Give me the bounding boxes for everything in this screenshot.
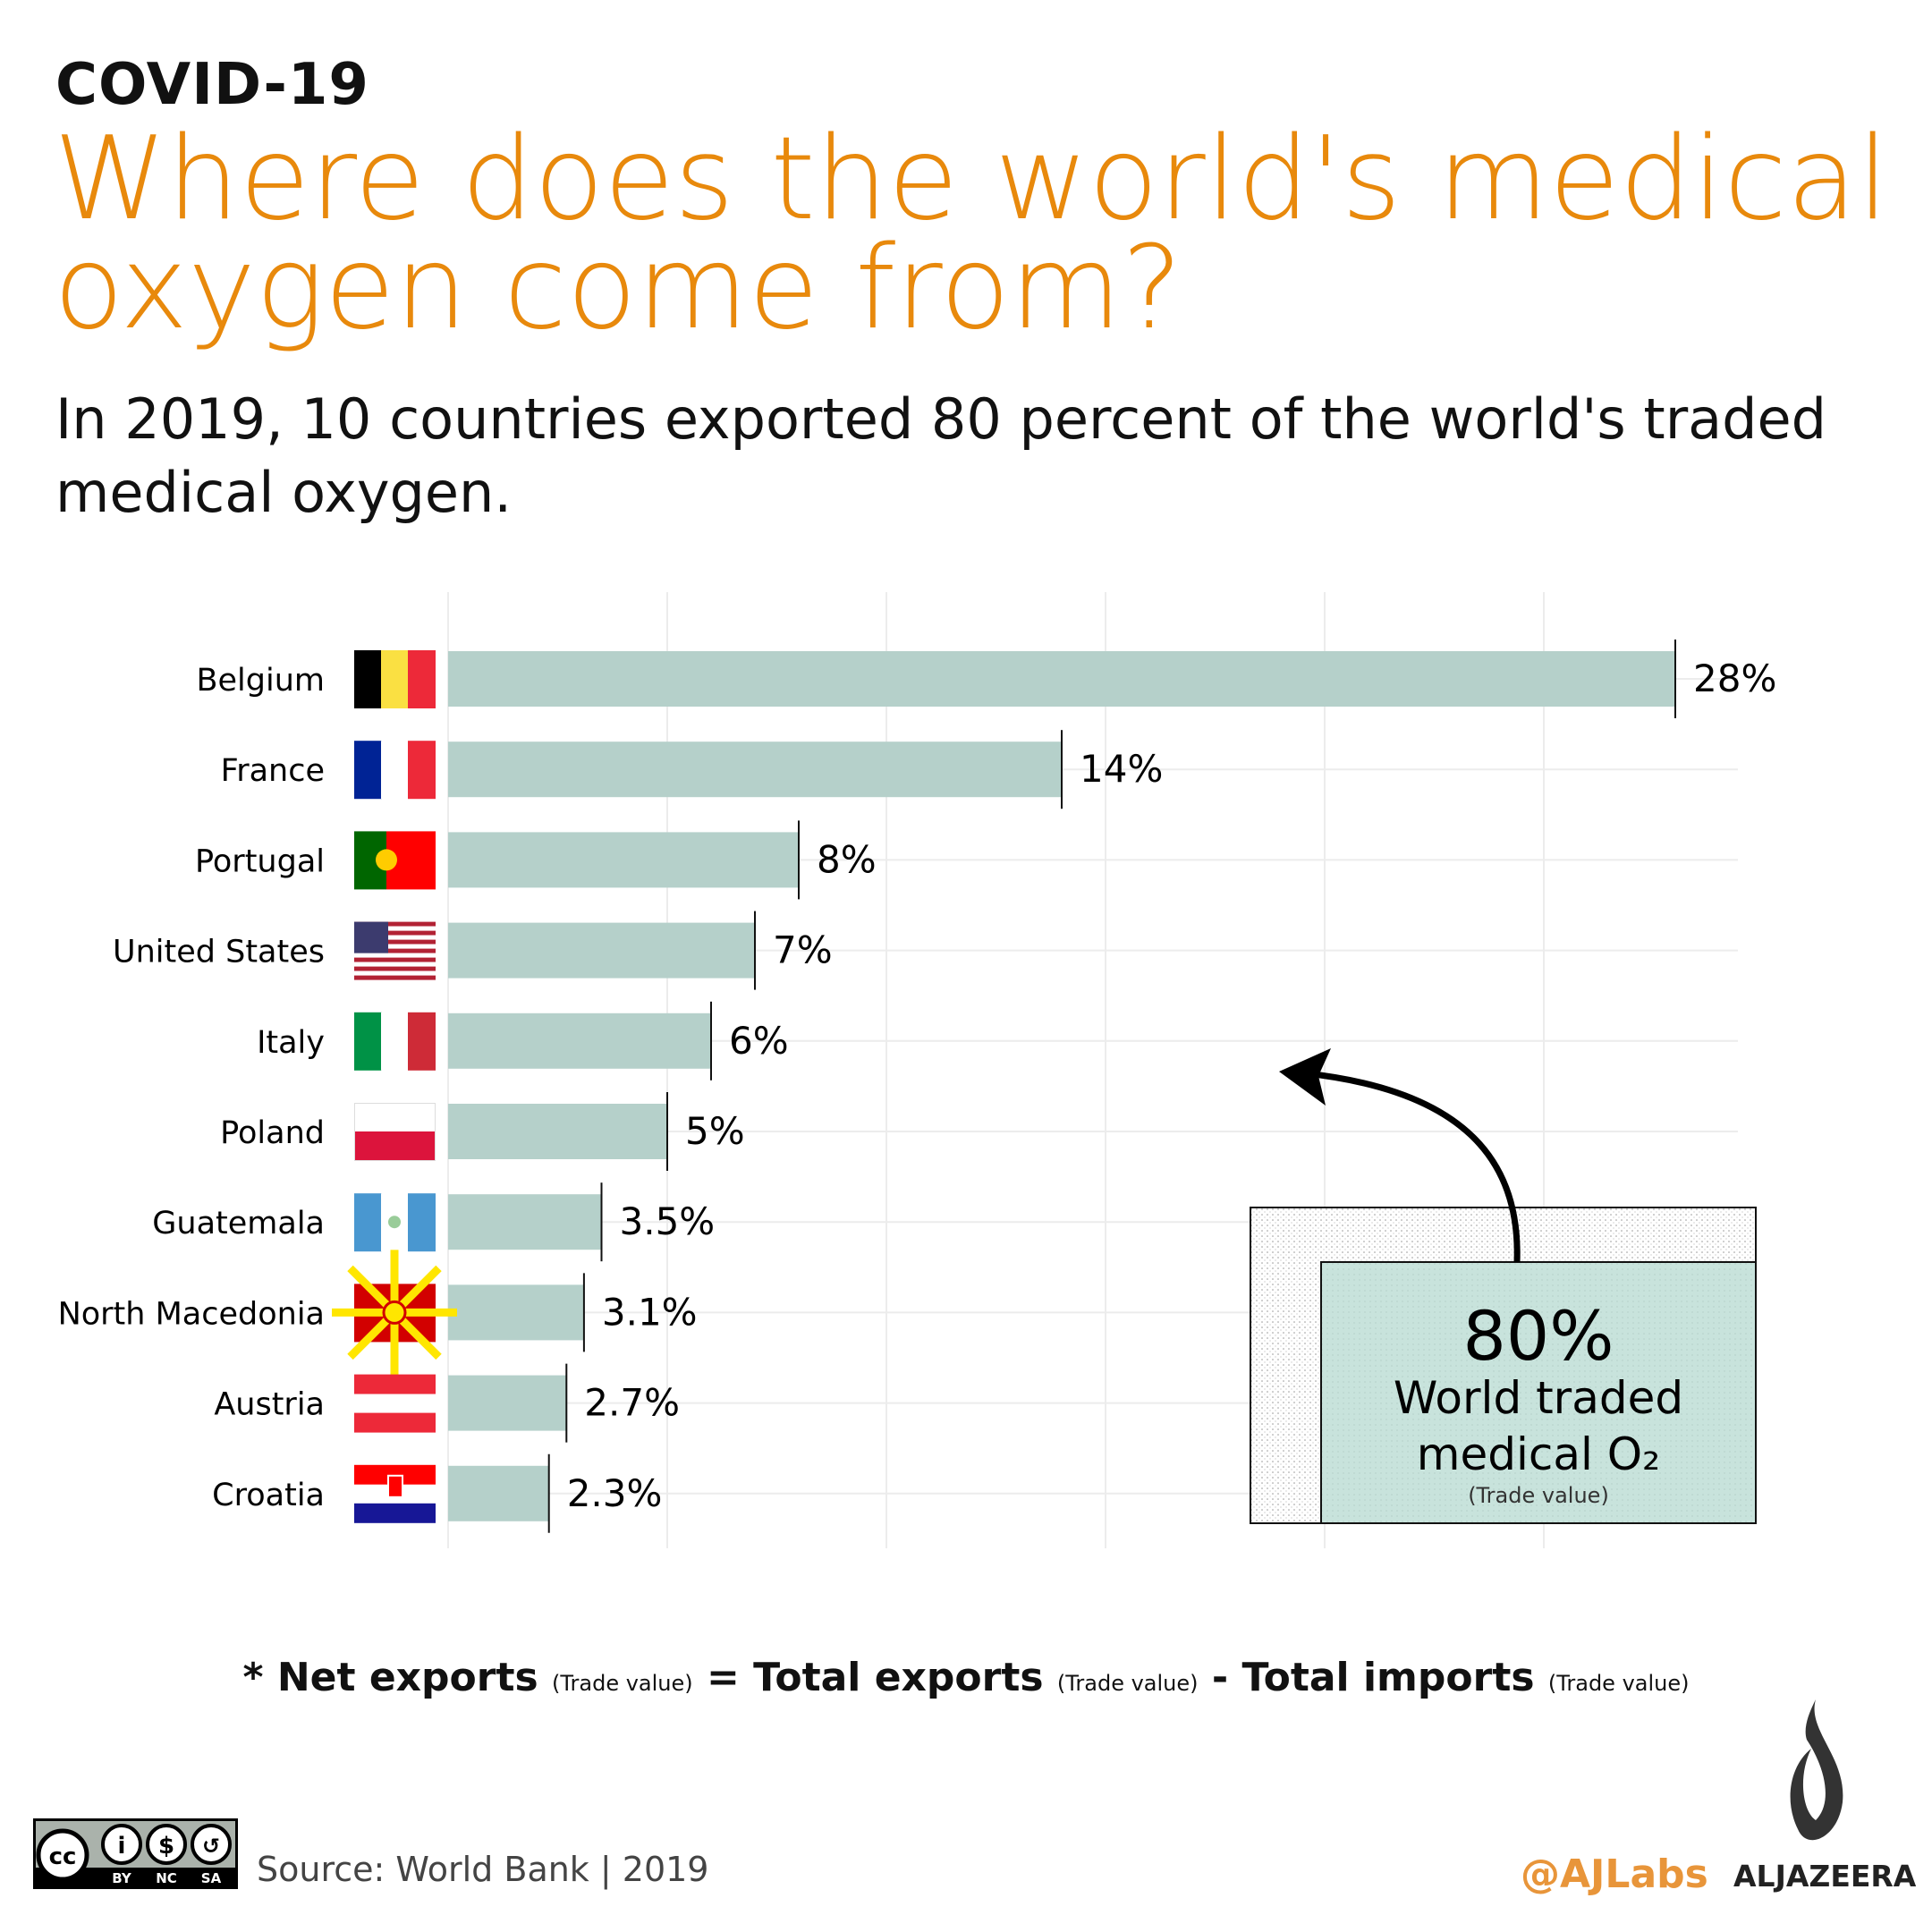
- value-label: 8%: [817, 837, 877, 881]
- category-label: North Macedonia: [58, 1296, 325, 1332]
- footnote: * Net exports (Trade value) = Total expo…: [0, 1655, 1932, 1700]
- category-label: Italy: [257, 1025, 325, 1061]
- bar: [448, 1194, 602, 1250]
- annotation-line1: World traded: [1394, 1372, 1683, 1424]
- flag-austria-icon: [354, 1374, 436, 1433]
- value-label: 2.3%: [567, 1471, 663, 1515]
- footnote-star: *: [242, 1655, 277, 1700]
- footnote-paren: (Trade value): [552, 1671, 693, 1696]
- cc-icon: [36, 1828, 89, 1882]
- category-label: Belgium: [197, 663, 326, 699]
- annotation-panel: [1320, 1261, 1757, 1524]
- flag-italy-icon: [354, 1012, 436, 1071]
- category-label: United States: [113, 935, 325, 970]
- ajlabs-handle[interactable]: @AJLabs: [1521, 1852, 1708, 1897]
- flag-portugal-icon: [354, 831, 436, 890]
- svg-text:$: $: [158, 1833, 174, 1860]
- svg-text:i: i: [118, 1833, 126, 1860]
- footnote-net-exports: Net exports: [276, 1655, 538, 1700]
- bar: [448, 1465, 549, 1521]
- bar: [448, 922, 755, 979]
- source-text: Source: World Bank | 2019: [257, 1850, 709, 1889]
- bar-chart: 28% Belgium 14% France 8% Portugal 7% United St…: [58, 592, 1776, 1548]
- arrow-head-icon: [1279, 1048, 1331, 1106]
- flag-poland-icon: [354, 1103, 436, 1161]
- category-label: France: [221, 753, 325, 789]
- annotation-note: (Trade value): [1468, 1483, 1609, 1508]
- svg-text:SA: SA: [201, 1870, 222, 1886]
- footnote-total-exports: Total exports: [753, 1655, 1044, 1700]
- kicker: COVID-19: [55, 52, 369, 118]
- svg-text:cc: cc: [49, 1843, 77, 1870]
- svg-text:NC: NC: [156, 1870, 177, 1886]
- bar: [448, 1013, 711, 1069]
- flag-north-macedonia-icon: [332, 1250, 457, 1376]
- value-label: 14%: [1080, 747, 1163, 791]
- footnote-paren: (Trade value): [1056, 1671, 1199, 1696]
- flag-united-states-icon: [354, 921, 436, 980]
- value-label: 5%: [685, 1109, 745, 1153]
- flag-belgium-icon: [354, 650, 436, 708]
- bar: [448, 832, 799, 888]
- footnote-equals: =: [692, 1655, 754, 1700]
- footnote-paren: (Trade value): [1547, 1671, 1690, 1696]
- annotation-value: 80%: [1463, 1296, 1614, 1376]
- category-label: Croatia: [212, 1478, 325, 1513]
- bar: [448, 1104, 667, 1159]
- value-label: 3.5%: [620, 1199, 716, 1243]
- page-title: Where does the world's medical oxygen co…: [54, 113, 1889, 355]
- category-label: Austria: [214, 1387, 325, 1423]
- by-icon: [101, 1824, 142, 1865]
- nc-icon: [146, 1824, 187, 1865]
- footnote-total-imports: Total imports: [1241, 1655, 1535, 1700]
- subtitle: In 2019, 10 countries exported 80 percen…: [55, 386, 1827, 525]
- aljazeera-wordmark: ALJAZEERA: [1733, 1859, 1917, 1894]
- category-label: Portugal: [195, 843, 325, 879]
- bar: [448, 651, 1675, 707]
- footnote-minus: -: [1198, 1655, 1242, 1700]
- bar: [448, 1375, 567, 1431]
- svg-text:↺: ↺: [202, 1834, 220, 1859]
- cc-license-badge: cc i $ ↺ BY NC SA: [33, 1818, 238, 1889]
- arrow-line: [1305, 1070, 1521, 1263]
- flag-croatia-icon: [354, 1464, 436, 1523]
- flag-guatemala-icon: [354, 1193, 436, 1252]
- category-label: Poland: [220, 1115, 325, 1151]
- bar: [448, 741, 1062, 798]
- bar: [448, 1284, 584, 1341]
- value-label: 28%: [1693, 657, 1776, 700]
- flag-france-icon: [354, 741, 436, 800]
- sa-icon: [191, 1824, 232, 1865]
- annotation-line2: medical O₂: [1417, 1428, 1660, 1480]
- annotation-box: 80% World traded medical O₂ (Trade value…: [1250, 1048, 1757, 1524]
- value-label: 2.7%: [584, 1381, 680, 1425]
- svg-text:BY: BY: [112, 1870, 132, 1886]
- value-label: 3.1%: [602, 1290, 698, 1334]
- aljazeera-logo-icon: [1790, 1699, 1843, 1841]
- value-label: 6%: [729, 1019, 789, 1063]
- value-label: 7%: [773, 928, 833, 972]
- category-label: Guatemala: [152, 1206, 325, 1241]
